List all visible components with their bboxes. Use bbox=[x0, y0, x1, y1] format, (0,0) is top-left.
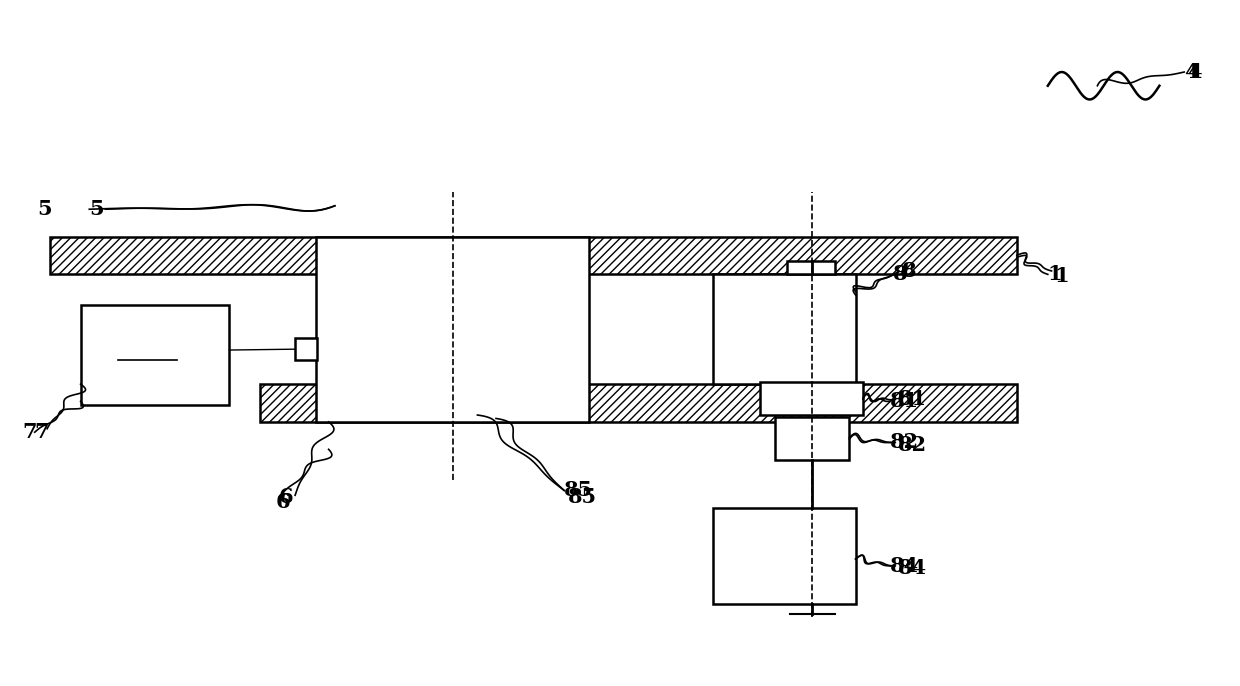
Bar bbox=[713, 274, 856, 384]
Text: 4: 4 bbox=[1187, 62, 1202, 82]
Text: 7: 7 bbox=[22, 422, 37, 442]
Text: 6: 6 bbox=[275, 492, 290, 512]
Bar bbox=[81, 305, 229, 405]
Text: 1: 1 bbox=[1054, 265, 1069, 286]
Bar bbox=[775, 417, 849, 460]
Text: 82: 82 bbox=[898, 434, 926, 455]
Text: 5: 5 bbox=[37, 199, 52, 220]
Text: 5: 5 bbox=[89, 199, 104, 220]
Text: 81: 81 bbox=[898, 389, 926, 410]
Bar bbox=[713, 508, 856, 604]
Bar bbox=[760, 382, 863, 415]
Text: 85: 85 bbox=[568, 487, 596, 508]
Bar bbox=[316, 237, 589, 422]
Text: 1: 1 bbox=[1048, 264, 1063, 285]
Text: 8: 8 bbox=[893, 264, 908, 285]
Bar bbox=[50, 237, 1017, 274]
Text: 84: 84 bbox=[890, 556, 919, 576]
Text: 4: 4 bbox=[1184, 62, 1199, 82]
Text: 85: 85 bbox=[564, 480, 593, 501]
Text: 8: 8 bbox=[901, 261, 916, 281]
Text: 82: 82 bbox=[890, 432, 919, 453]
Text: 6: 6 bbox=[279, 487, 294, 508]
Text: 84: 84 bbox=[898, 558, 926, 578]
Text: 81: 81 bbox=[890, 391, 919, 412]
Text: 7: 7 bbox=[35, 422, 50, 442]
Bar bbox=[787, 261, 835, 274]
Bar bbox=[295, 338, 317, 360]
Bar bbox=[260, 384, 1017, 422]
